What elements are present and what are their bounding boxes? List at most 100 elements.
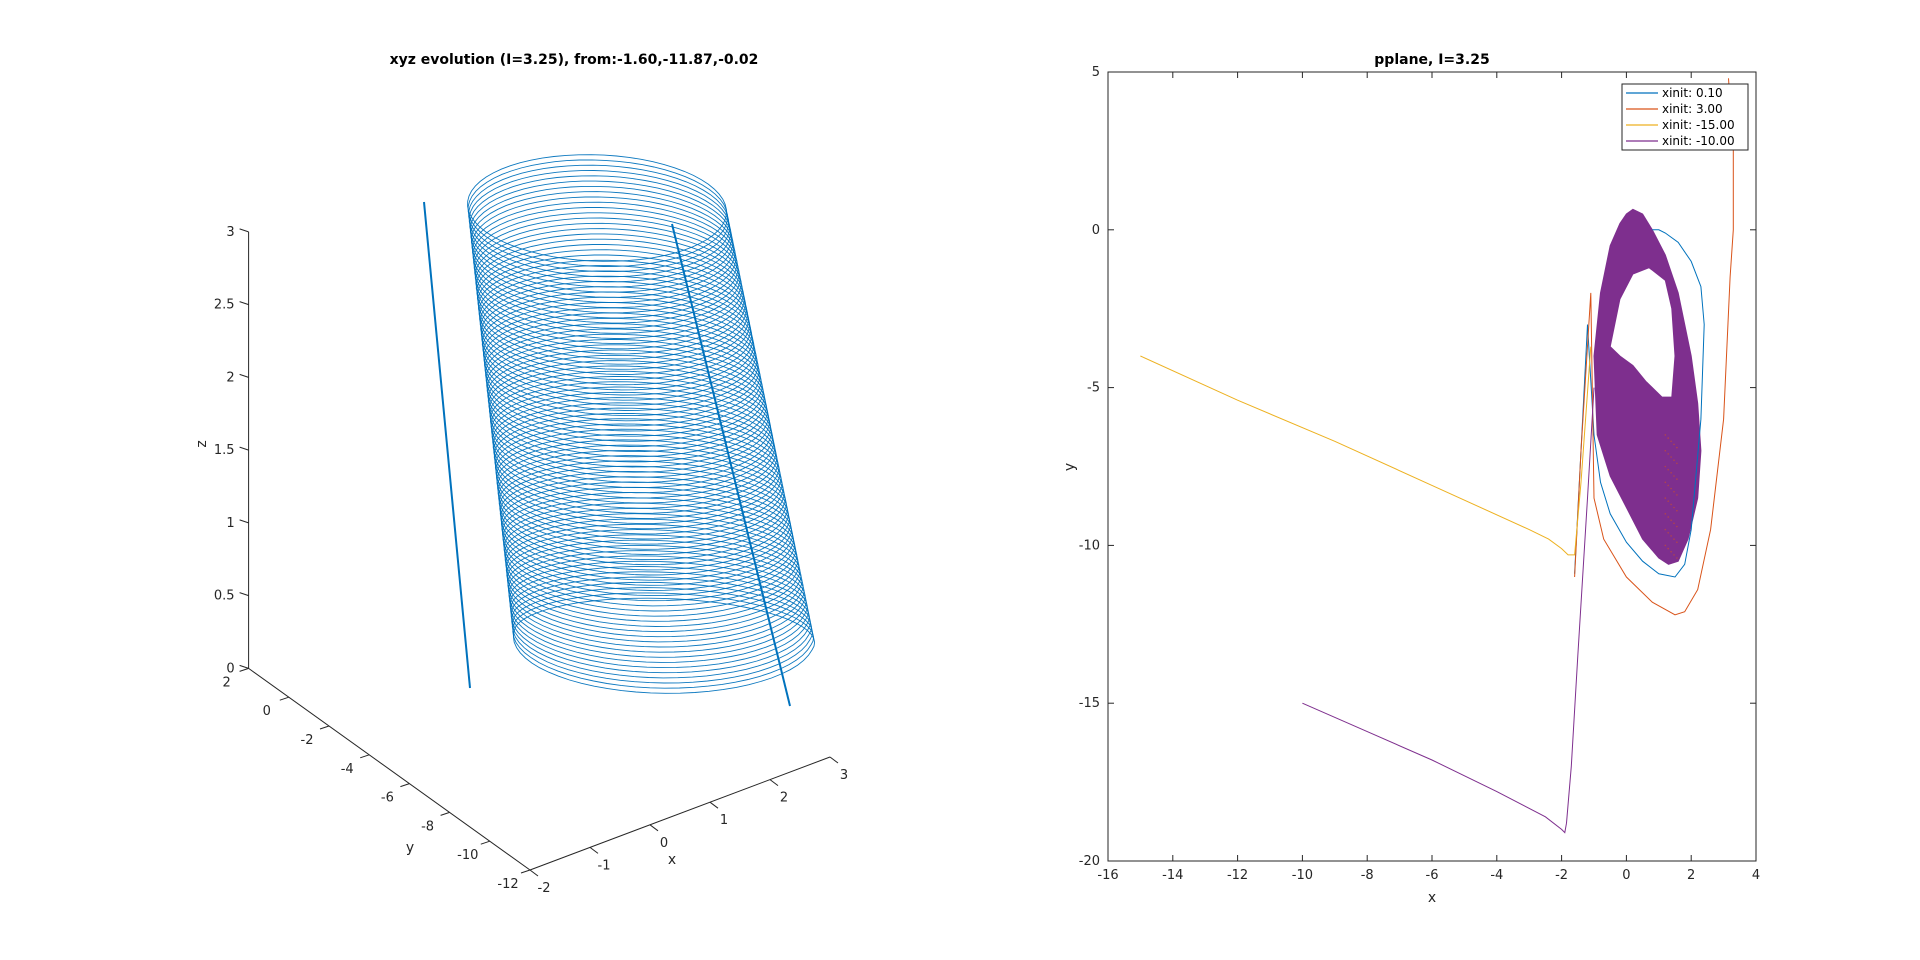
- trajectory-loop: [499, 465, 789, 566]
- z-tick-label: 2.5: [214, 298, 235, 313]
- pplane-x-axis-label: x: [1428, 890, 1436, 906]
- attractor-speckle-point: [1667, 453, 1669, 455]
- trajectory-loop: [482, 302, 757, 406]
- trajectory-loop: [498, 455, 787, 555]
- z-tick-mark: [239, 446, 249, 451]
- z-tick-mark: [239, 592, 249, 597]
- trajectory-loop: [478, 259, 748, 365]
- x-tick-mark: [769, 779, 779, 786]
- attractor-speckle-point: [1673, 522, 1675, 525]
- trajectory-loop: [487, 354, 767, 458]
- attractor-speckle-point: [1673, 490, 1675, 493]
- y-tick-label: 2: [222, 675, 230, 690]
- y-tick-label: 0: [1092, 223, 1100, 238]
- y-tick-label: -15: [1079, 696, 1100, 711]
- xyz-evolution-title: xyz evolution (I=3.25), from:-1.60,-11.8…: [390, 52, 759, 68]
- attractor-speckle-point: [1667, 500, 1669, 503]
- z-tick-label: 0.5: [214, 589, 235, 604]
- trajectory-loop: [493, 412, 779, 514]
- trajectory-loop: [468, 164, 729, 273]
- attractor-speckle-point: [1673, 475, 1675, 477]
- attractor-speckle-point: [1676, 462, 1678, 465]
- trajectory-loop: [485, 333, 763, 437]
- z-tick-mark: [239, 519, 249, 524]
- x-tick-label: -6: [1426, 868, 1439, 883]
- x-tick-label: -14: [1162, 868, 1183, 883]
- y-axis-line: [248, 667, 531, 871]
- attractor-speckle-point: [1664, 434, 1667, 436]
- trajectory-loop: [492, 397, 776, 499]
- pplane-y-axis-label: y: [1062, 463, 1078, 471]
- attractor-speckle-point: [1664, 513, 1667, 515]
- trajectory-loop: [497, 449, 786, 550]
- trajectory-loop: [480, 280, 753, 386]
- attractor-speckle-point: [1664, 481, 1667, 484]
- trajectory-loop: [479, 270, 750, 375]
- x-tick-mark: [589, 847, 599, 854]
- legend-box: [1621, 83, 1749, 151]
- xyz-x-axis-label: x: [668, 852, 676, 868]
- z-tick-label: 0: [226, 661, 234, 676]
- y-tick-label: -4: [341, 762, 354, 777]
- z-tick-label: 1: [226, 516, 234, 531]
- trajectory-loop: [499, 471, 790, 571]
- pplane-axes: pplane, I=3.25 -16 -14 -12 -10 -8 -6 -4 -2 0 2 450…: [1062, 52, 1760, 906]
- xyz-y-axis-label: y: [406, 840, 414, 856]
- attractor-speckle-point: [1670, 440, 1672, 443]
- trajectory-left-wall: [423, 201, 471, 689]
- legend-label-0: xinit: 0.10: [1662, 86, 1723, 100]
- attractor-speckle-point: [1676, 525, 1678, 528]
- trajectory-loop: [511, 587, 813, 684]
- attractor-speckle-point: [1667, 437, 1669, 439]
- trajectory-loop: [475, 238, 744, 345]
- trajectory-loop: [468, 170, 730, 278]
- trajectory-loop: [487, 349, 766, 453]
- x-tick-label: -8: [1361, 868, 1374, 883]
- y-tick-mark: [239, 667, 249, 672]
- y-tick-label: 5: [1092, 65, 1100, 80]
- pplane-series-lines: [1140, 78, 1734, 834]
- attractor-speckle-point: [1664, 465, 1667, 468]
- pplane-purple-attractor-fill: [1593, 208, 1702, 565]
- pplane-tick-marks: -16 -14 -12 -10 -8 -6 -4 -2 0 2 450-5-10-15-20: [1079, 65, 1760, 883]
- trajectory-loop: [512, 592, 815, 689]
- trajectory-loop: [481, 291, 755, 396]
- trajectory-loop: [482, 307, 758, 411]
- x-tick-mark: [709, 801, 719, 809]
- attractor-speckle-point: [1664, 449, 1667, 452]
- attractor-speckle-point: [1667, 516, 1669, 518]
- y-tick-mark: [480, 840, 490, 845]
- legend-label-3: xinit: -10.00: [1662, 134, 1735, 148]
- x-axis-line: [529, 756, 831, 871]
- y-tick-label: -8: [421, 819, 434, 834]
- x-tick-label: 2: [780, 791, 788, 806]
- series-line-3: [1302, 387, 1595, 834]
- y-tick-label: -20: [1079, 854, 1100, 869]
- trajectory-loop: [483, 312, 759, 417]
- y-tick-label: -10: [1079, 538, 1100, 553]
- x-tick-label: 3: [840, 768, 848, 783]
- attractor-speckle-point: [1676, 541, 1678, 543]
- y-tick-label: -2: [301, 733, 314, 748]
- attractor-speckle-point: [1676, 557, 1678, 559]
- legend-label-1: xinit: 3.00: [1662, 102, 1723, 116]
- pplane-title: pplane, I=3.25: [1374, 52, 1489, 68]
- trajectory-loop: [467, 154, 727, 262]
- y-tick-label: -6: [381, 791, 394, 806]
- trajectory-loop: [496, 439, 784, 540]
- trajectory-loop: [496, 434, 783, 535]
- y-tick-mark: [520, 869, 531, 874]
- attractor-speckle-point: [1670, 487, 1672, 490]
- attractor-speckle-point: [1670, 550, 1672, 553]
- trajectory-loop: [506, 539, 804, 638]
- trajectory-loop: [511, 581, 812, 679]
- trajectory-loop: [500, 476, 791, 576]
- x-tick-mark: [529, 869, 539, 877]
- trajectory-loop: [494, 423, 781, 525]
- trajectory-loop: [506, 534, 803, 633]
- trajectory-loop: [476, 249, 746, 355]
- trajectory-right-wall: [671, 223, 791, 707]
- x-tick-mark: [829, 756, 839, 764]
- attractor-speckle-point: [1664, 544, 1667, 547]
- legend-label-2: xinit: -15.00: [1662, 118, 1735, 132]
